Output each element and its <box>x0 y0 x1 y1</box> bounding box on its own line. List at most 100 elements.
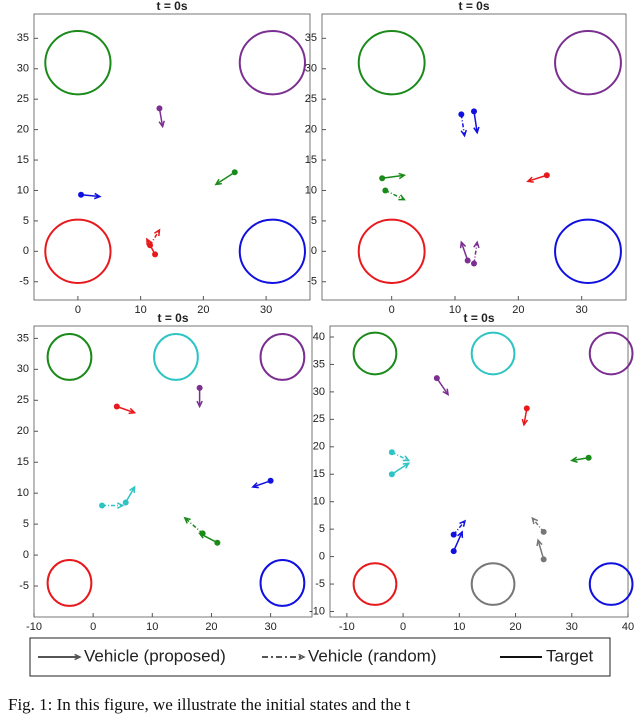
y-tick-label: 20 <box>313 441 325 453</box>
vehicle <box>540 528 547 535</box>
y-tick-label: 10 <box>17 184 29 196</box>
vehicle <box>152 251 159 258</box>
x-tick-label: 30 <box>576 304 588 316</box>
y-tick-label: 25 <box>17 93 29 105</box>
vehicle-heading <box>460 241 469 261</box>
vehicle-heading <box>460 114 466 136</box>
vehicle <box>388 449 395 456</box>
vehicle <box>379 175 386 182</box>
x-tick-label: 0 <box>90 621 96 633</box>
target-circle <box>238 218 306 284</box>
chart-title: t = 0s <box>463 311 494 325</box>
y-tick-label: 5 <box>23 518 29 530</box>
vehicle <box>458 111 465 118</box>
target-circle <box>46 333 93 381</box>
target-circle <box>238 30 306 96</box>
x-tick-label: -10 <box>26 621 42 633</box>
chart-title: t = 0s <box>458 0 489 13</box>
arrow-head <box>146 237 153 246</box>
arrow-head <box>196 400 203 409</box>
vehicle <box>450 548 457 555</box>
y-tick-label: 30 <box>313 386 325 398</box>
y-tick-label: 5 <box>319 523 325 535</box>
vehicle-heading <box>537 539 545 560</box>
arrow-head <box>521 418 529 427</box>
arrow-head <box>460 129 468 138</box>
y-tick-label: 25 <box>17 394 29 406</box>
vehicle-heading <box>391 451 410 462</box>
arrow-head <box>398 194 406 201</box>
y-tick-label: 0 <box>23 245 29 257</box>
target-circle <box>554 30 622 96</box>
target-circle <box>44 218 112 284</box>
arrow-head <box>214 178 222 186</box>
vehicle-heading <box>80 193 100 198</box>
x-tick-label: 20 <box>512 304 524 316</box>
target-circle <box>357 218 426 284</box>
arrow-head <box>442 388 450 397</box>
legend-label: Vehicle (proposed) <box>84 646 226 665</box>
y-tick-label: 30 <box>305 63 317 75</box>
target-circle <box>588 562 634 606</box>
target-circle <box>357 30 426 96</box>
chart-title: t = 0s <box>157 311 188 325</box>
vehicle <box>543 172 550 179</box>
vehicle-heading <box>116 405 135 414</box>
vehicle <box>471 260 477 267</box>
y-tick-label: 10 <box>305 184 317 196</box>
y-tick-label: 15 <box>17 456 29 468</box>
arrow-head <box>93 192 102 200</box>
plot-frame <box>321 13 627 301</box>
vehicle-heading <box>215 171 236 186</box>
y-tick-label: 35 <box>313 358 325 370</box>
target-circle <box>470 331 516 376</box>
target-circle <box>153 333 199 381</box>
vehicle-heading <box>382 174 405 180</box>
vehicle-heading <box>527 174 548 183</box>
y-tick-label: 15 <box>313 468 325 480</box>
arrow-head <box>570 456 578 463</box>
y-tick-label: 15 <box>17 154 29 166</box>
target-circle <box>470 562 516 606</box>
x-tick-label: 20 <box>509 621 521 633</box>
y-tick-label: 10 <box>313 496 325 508</box>
caption: Fig. 1: In this figure, we illustrate th… <box>8 695 411 714</box>
legend-label: Vehicle (random) <box>308 646 437 665</box>
vehicle <box>382 187 389 194</box>
vehicle <box>388 471 395 478</box>
arrow-head <box>128 407 137 415</box>
vehicle-heading <box>473 111 478 133</box>
x-tick-label: 0 <box>389 304 395 316</box>
x-tick-label: 20 <box>197 304 209 316</box>
y-tick-label: -5 <box>19 580 29 592</box>
x-tick-label: 30 <box>260 304 272 316</box>
x-tick-label: 30 <box>264 621 276 633</box>
y-tick-label: 5 <box>23 215 29 227</box>
plot-frame <box>33 13 311 301</box>
y-tick-label: 40 <box>313 331 325 343</box>
target-circle <box>259 333 306 381</box>
y-tick-label: 35 <box>17 332 29 344</box>
y-tick-label: 25 <box>313 413 325 425</box>
chart-title: t = 0s <box>156 0 187 13</box>
vehicle <box>214 539 221 546</box>
target-circle <box>352 562 398 606</box>
arrow-head <box>158 120 165 129</box>
vehicle <box>585 454 592 461</box>
vehicle-heading <box>436 377 449 396</box>
x-tick-label: 40 <box>622 621 634 633</box>
y-tick-label: -10 <box>309 605 325 617</box>
arrow-head <box>251 482 259 489</box>
target-circle <box>44 30 112 96</box>
x-tick-label: -10 <box>339 621 355 633</box>
arrow-head <box>129 485 136 494</box>
vehicle-heading <box>252 480 271 488</box>
plot-frame <box>33 325 313 618</box>
x-tick-label: 0 <box>400 621 406 633</box>
arrow-head <box>402 455 411 462</box>
x-tick-label: 10 <box>453 621 465 633</box>
target-circle <box>259 559 306 607</box>
figure: t = 0s 0 10 20 30 -5 0 5 10 15 20 25 30 35 t = 0s 0 10 20… <box>17 0 634 677</box>
x-tick-label: 30 <box>566 621 578 633</box>
y-tick-label: 20 <box>305 124 317 136</box>
